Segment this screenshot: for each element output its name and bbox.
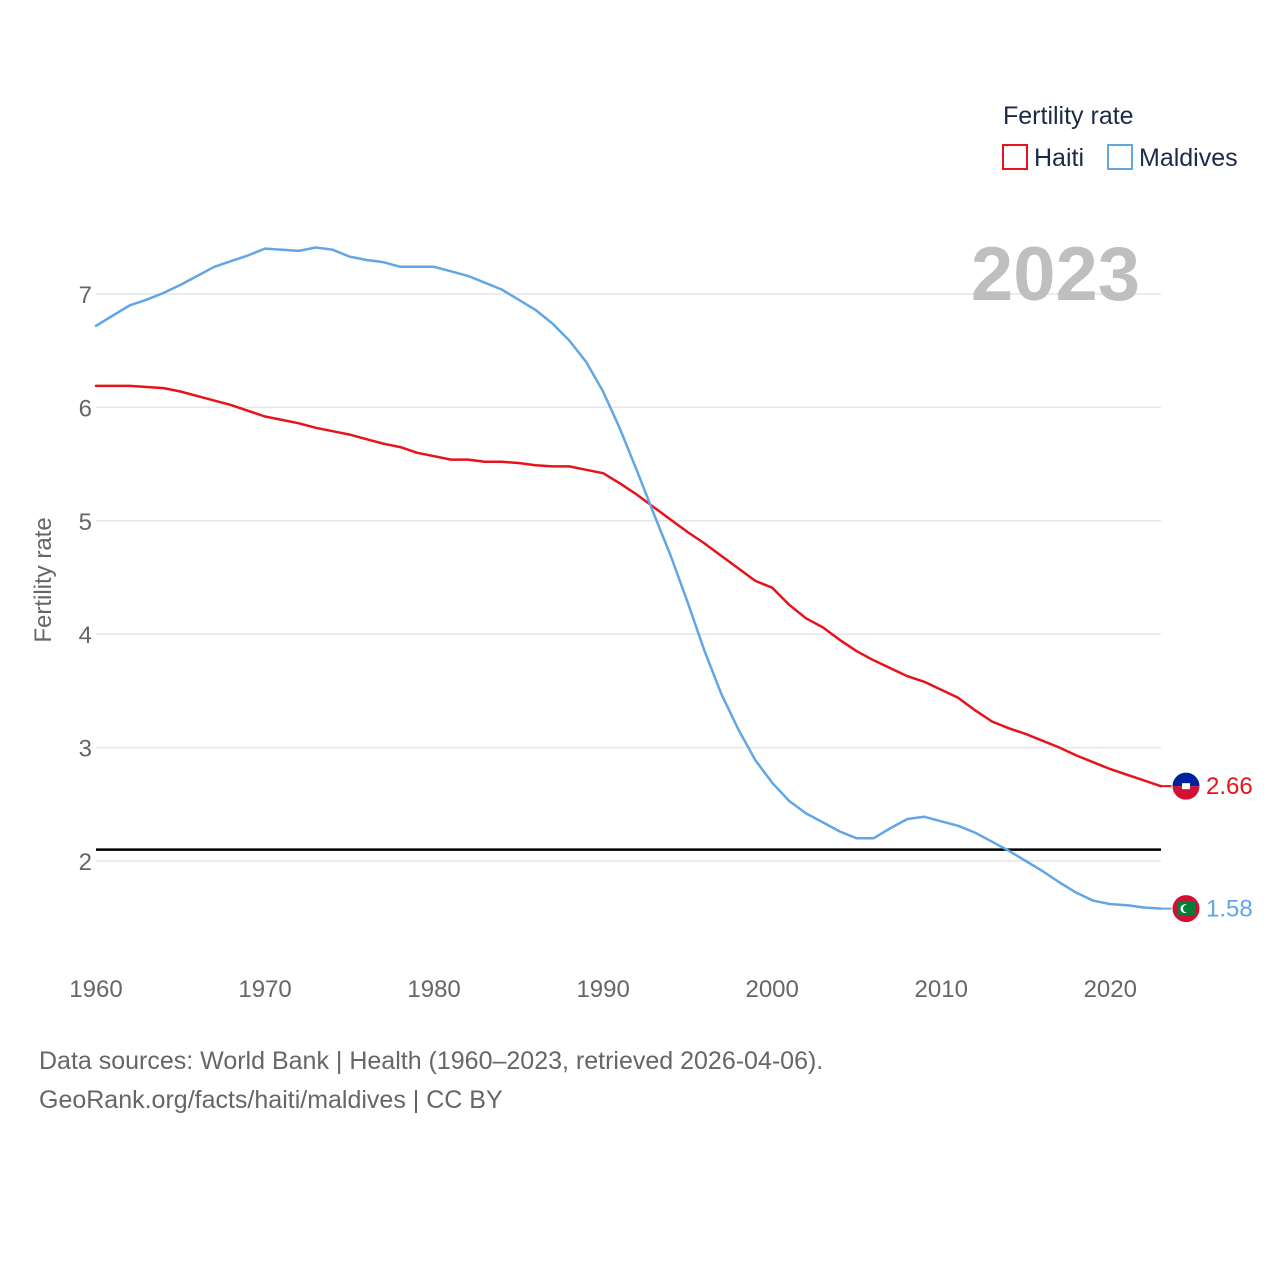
end-value-haiti: 2.66 (1206, 773, 1253, 800)
x-tick-label: 2010 (915, 976, 968, 1003)
y-tick-label: 4 (79, 622, 92, 649)
x-tick-label: 1980 (407, 976, 460, 1003)
y-axis: 2 3 4 5 6 7 (79, 282, 92, 876)
haiti-flag (1171, 771, 1201, 801)
y-tick-label: 5 (79, 509, 92, 536)
maldives-flag (1171, 894, 1201, 924)
legend-swatch-maldives (1107, 144, 1133, 170)
x-tick-label: 1990 (576, 976, 629, 1003)
legend[interactable]: Fertility rate Haiti Maldives (1002, 102, 1238, 172)
series-line-maldives[interactable] (94, 246, 1163, 910)
y-tick-label: 6 (79, 395, 92, 422)
legend-item-maldives[interactable]: Maldives (1107, 144, 1238, 172)
footer: Data sources: World Bank | Health (1960–… (39, 1042, 823, 1120)
data-source-text: Data sources: World Bank | Health (1960–… (39, 1047, 824, 1075)
legend-label-haiti: Haiti (1034, 144, 1084, 172)
y-tick-label: 3 (79, 736, 92, 763)
year-label: 2023 (971, 232, 1140, 317)
legend-swatch-haiti (1002, 144, 1028, 170)
legend-label-maldives: Maldives (1139, 144, 1238, 172)
series-line-haiti[interactable] (94, 384, 1163, 788)
credit-text: GeoRank.org/facts/haiti/maldives | CC BY (39, 1086, 503, 1114)
x-tick-label: 2020 (1084, 976, 1137, 1003)
legend-title: Fertility rate (1003, 102, 1134, 130)
x-tick-label: 1960 (69, 976, 122, 1003)
x-axis: 1960 1970 1980 1990 2000 2010 2020 (69, 976, 1137, 1003)
legend-item-haiti[interactable]: Haiti (1002, 144, 1084, 172)
series-lines (94, 246, 1163, 910)
x-tick-label: 1970 (238, 976, 291, 1003)
series-end-labels: 2.66 1.58 (1161, 771, 1253, 924)
end-value-maldives: 1.58 (1206, 896, 1253, 923)
x-tick-label: 2000 (745, 976, 798, 1003)
y-tick-label: 7 (79, 282, 92, 309)
y-axis-title: Fertility rate (30, 517, 57, 642)
grid-lines (96, 293, 1161, 862)
y-tick-label: 2 (79, 849, 92, 876)
